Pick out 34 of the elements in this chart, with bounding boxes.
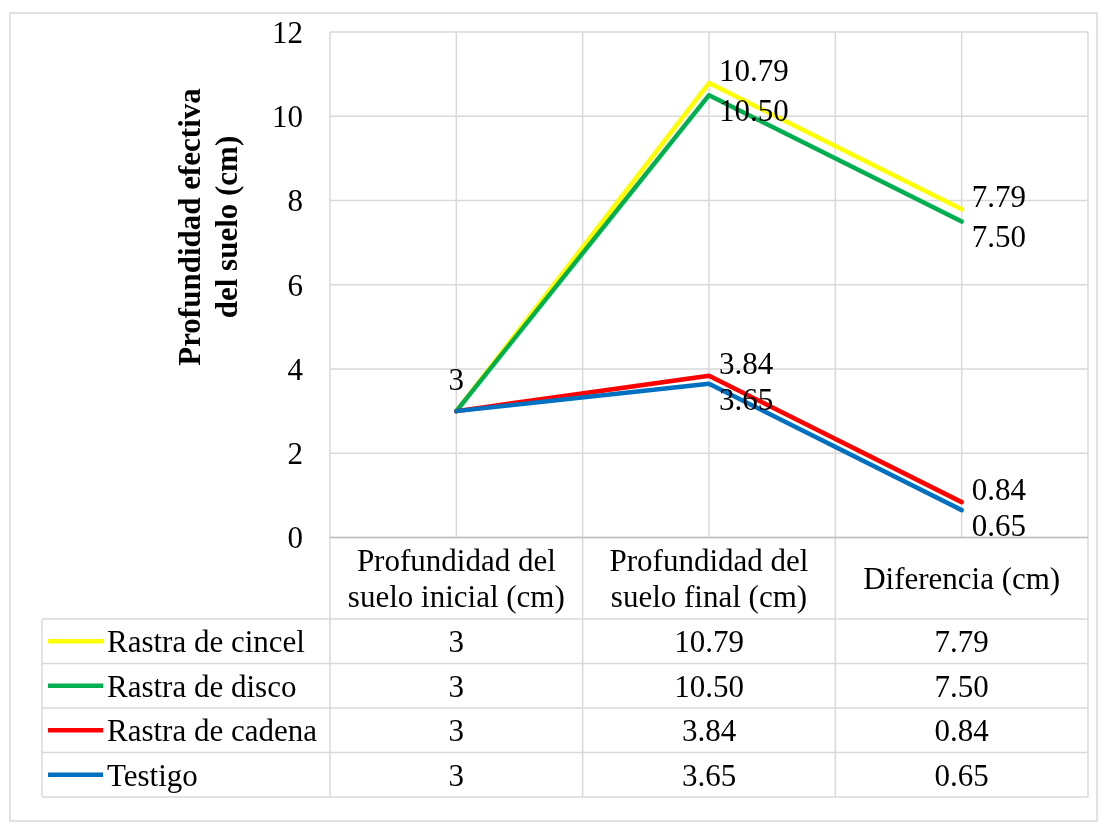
data-label: 3.65 — [681, 757, 737, 793]
x-tick-label: Profundidad del suelo final (cm) — [609, 543, 809, 615]
legend-label: Testigo — [107, 757, 198, 793]
text: 7.50 — [971, 219, 1026, 255]
legend-label: Rastra de cincel — [107, 624, 305, 660]
text: 0.84 — [971, 471, 1026, 507]
text: 3 — [448, 361, 465, 397]
x-tick-label: Profundidad del suelo inicial (cm) — [347, 543, 565, 615]
data-label: 3 — [448, 624, 465, 660]
text: 10.79 — [719, 52, 789, 88]
data-label: 10.50 — [674, 668, 744, 704]
x-tick-label: Diferencia (cm) — [863, 561, 1061, 597]
data-label: 7.79 — [934, 624, 989, 660]
text: 7.79 — [971, 179, 1026, 215]
data-label: 0.84 — [934, 713, 990, 749]
legend-label: Rastra de cadena — [107, 713, 318, 749]
y-tick-label: 12 — [272, 14, 303, 50]
y-tick-label: 2 — [287, 436, 303, 472]
legend-label: Rastra de disco — [107, 668, 297, 704]
data-label: 10.79 — [674, 624, 744, 660]
data-label: 3 — [448, 757, 465, 793]
y-axis-title: Profundidad efectiva del suelo (cm) — [172, 87, 245, 366]
y-tick-label: 0 — [287, 520, 303, 556]
data-label: 3 — [448, 713, 465, 749]
data-label: 3.84 — [681, 713, 737, 749]
y-tick-label: 8 — [287, 183, 303, 219]
data-label: 7.50 — [934, 668, 989, 704]
data-label: 3 — [448, 668, 465, 704]
y-tick-label: 4 — [287, 351, 304, 387]
y-tick-label: 10 — [272, 99, 303, 135]
data-label: 0.65 — [934, 757, 989, 793]
y-tick-label: 6 — [287, 267, 303, 303]
text: 3.84 — [719, 345, 774, 381]
text: 0.65 — [971, 507, 1026, 543]
